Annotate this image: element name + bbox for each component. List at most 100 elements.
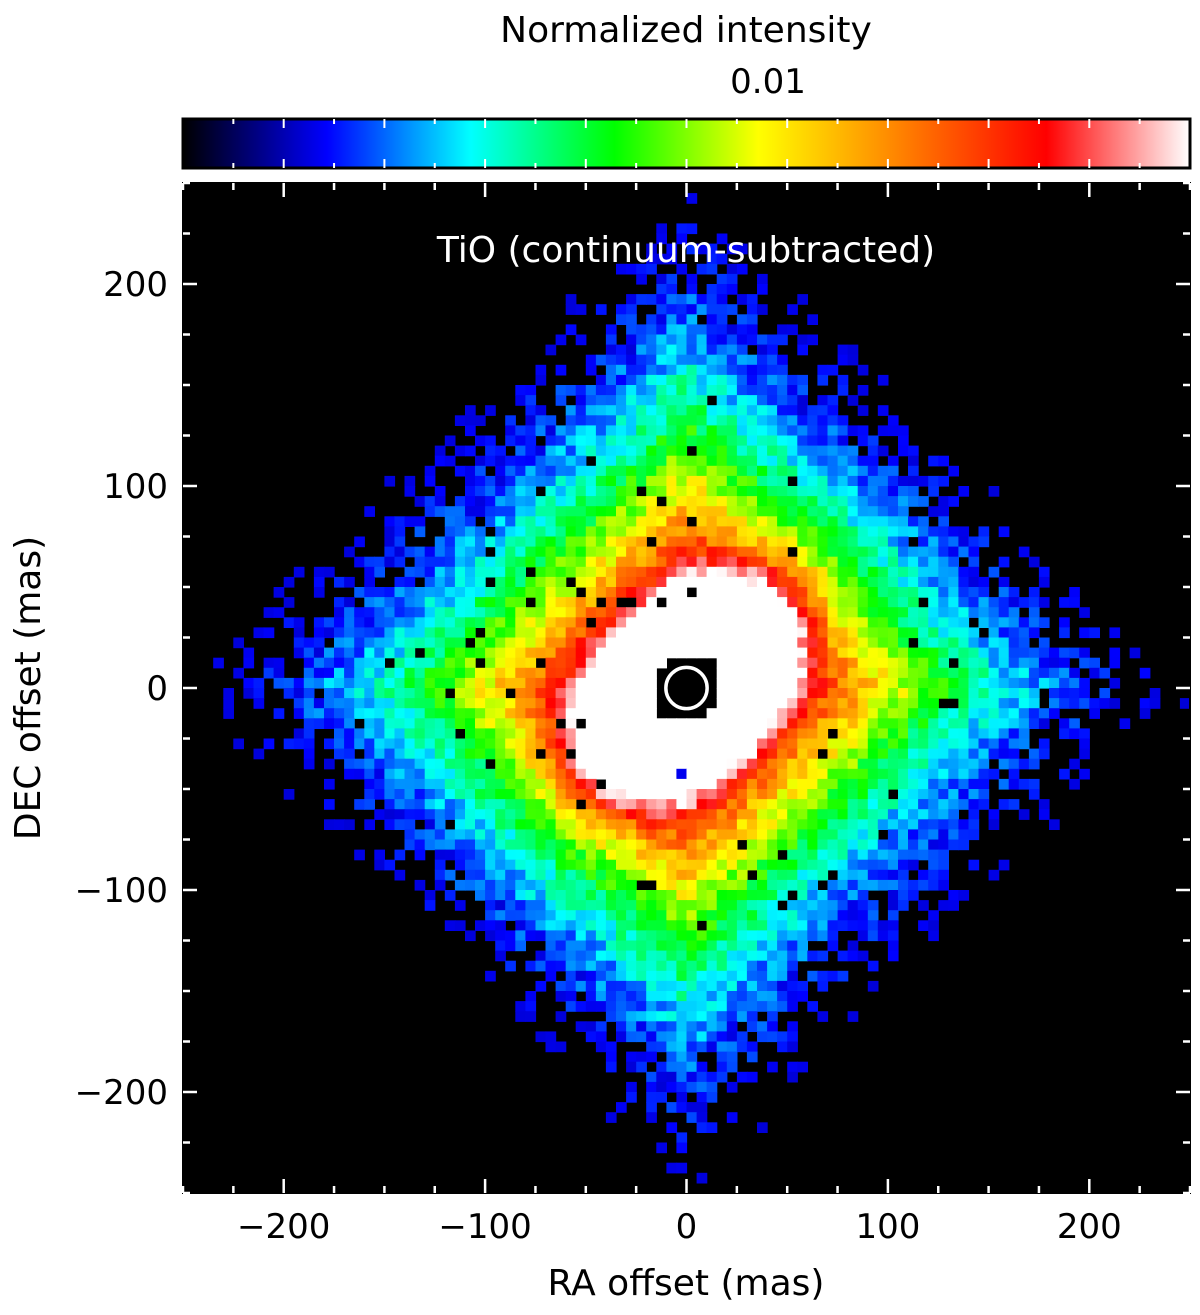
heatmap-cell	[716, 829, 728, 841]
heatmap-cell	[767, 728, 778, 740]
heatmap-cell	[1038, 799, 1050, 810]
heatmap-cell	[585, 970, 597, 982]
heatmap-cell	[545, 587, 557, 598]
heatmap-cell	[646, 263, 657, 275]
heatmap-cell	[676, 1041, 688, 1053]
heatmap-cell	[716, 738, 728, 750]
heatmap-cell	[817, 556, 829, 568]
heatmap-cell	[827, 425, 839, 437]
heatmap-cell	[545, 829, 557, 841]
heatmap-cell	[847, 516, 859, 527]
heatmap-cell	[837, 768, 849, 780]
heatmap-cell	[495, 748, 506, 760]
heatmap-cell	[847, 859, 859, 871]
heatmap-cell	[777, 486, 788, 497]
heatmap-cell	[787, 789, 798, 800]
heatmap-cell	[495, 890, 506, 901]
heatmap-cell	[877, 657, 889, 669]
heatmap-cell	[515, 859, 526, 871]
heatmap-cell	[847, 627, 859, 639]
heatmap-cell	[656, 445, 667, 457]
heatmap-cell	[535, 526, 547, 538]
heatmap-cell	[575, 768, 587, 780]
heatmap-cell	[515, 627, 526, 639]
heatmap-cell	[686, 1021, 698, 1032]
heatmap-cell	[555, 900, 567, 911]
heatmap-cell	[767, 809, 778, 820]
heatmap-cell	[998, 698, 1010, 709]
heatmap-cell	[424, 778, 436, 790]
heatmap-cell	[545, 849, 557, 861]
heatmap-cell	[938, 849, 949, 861]
heatmap-cell	[918, 657, 929, 669]
heatmap-cell	[988, 607, 1000, 618]
heatmap-cell	[736, 587, 748, 598]
heatmap-cell	[454, 809, 466, 820]
heatmap-cell	[454, 526, 466, 538]
heatmap-cell	[545, 1031, 557, 1043]
heatmap-cell	[545, 667, 557, 679]
heatmap-cell	[545, 768, 557, 780]
heatmap-cell	[827, 809, 839, 820]
heatmap-cell	[636, 657, 647, 669]
heatmap-cell	[736, 294, 748, 305]
heatmap-cell	[656, 728, 667, 740]
heatmap-cell	[555, 738, 567, 750]
heatmap-cell	[787, 324, 798, 336]
heatmap-cell	[454, 738, 466, 750]
heatmap-cell	[1038, 637, 1050, 649]
heatmap-cell	[726, 374, 738, 386]
heatmap-cell	[364, 576, 375, 588]
heatmap-cell	[726, 940, 738, 952]
heatmap-cell	[726, 869, 738, 881]
heatmap-cell	[616, 718, 627, 729]
heatmap-cell	[565, 940, 577, 952]
heatmap-cell	[867, 546, 879, 558]
heatmap-cell	[998, 859, 1010, 871]
heatmap-cell	[706, 1031, 718, 1043]
heatmap-cell	[686, 900, 698, 911]
heatmap-cell	[444, 647, 456, 659]
heatmap-cell	[817, 627, 829, 639]
heatmap-cell	[1099, 698, 1111, 709]
heatmap-cell	[515, 385, 526, 396]
heatmap-cell	[666, 728, 678, 740]
heatmap-cell	[424, 667, 436, 679]
heatmap-cell	[404, 768, 416, 780]
heatmap-cell	[736, 536, 748, 548]
heatmap-cell	[887, 425, 899, 437]
heatmap-cell	[324, 799, 335, 810]
heatmap-cell	[757, 617, 768, 628]
heatmap-cell	[736, 546, 748, 558]
heatmap-cell	[585, 516, 597, 527]
heatmap-cell	[716, 637, 728, 649]
heatmap-cell	[364, 778, 375, 790]
heatmap-cell	[626, 395, 637, 406]
heatmap-cell	[605, 354, 617, 366]
heatmap-cell	[787, 869, 798, 881]
heatmap-cell	[525, 890, 537, 901]
heatmap-cell	[535, 728, 547, 740]
heatmap-cell	[515, 1001, 526, 1012]
heatmap-cell	[454, 849, 466, 861]
heatmap-cell	[525, 778, 537, 790]
heatmap-cell	[857, 536, 869, 548]
heatmap-cell	[938, 455, 949, 467]
heatmap-cell	[736, 718, 748, 729]
heatmap-cell	[988, 809, 1000, 820]
heatmap-cell	[565, 819, 577, 830]
heatmap-cell	[746, 617, 758, 628]
heatmap-cell	[948, 465, 959, 477]
heatmap-cell	[877, 637, 889, 649]
heatmap-cell	[485, 910, 496, 921]
heatmap-cell	[646, 334, 657, 346]
heatmap-cell	[676, 415, 688, 426]
heatmap-cell	[616, 708, 627, 719]
heatmap-cell	[656, 506, 667, 517]
heatmap-cell	[666, 839, 678, 851]
heatmap-cell	[898, 849, 909, 861]
heatmap-cell	[384, 587, 396, 598]
heatmap-cell	[444, 748, 456, 760]
heatmap-cell	[626, 364, 637, 376]
heatmap-cell	[767, 385, 778, 396]
